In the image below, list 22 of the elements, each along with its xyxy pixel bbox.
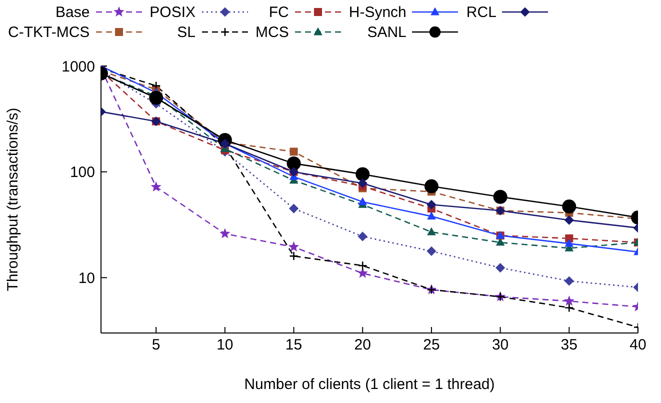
x-tick-label: 40 [630, 336, 646, 354]
x-tick-label: 25 [423, 336, 440, 354]
x-tick-label: 10 [216, 336, 234, 354]
legend-label: SANL [367, 24, 406, 40]
legend-label: H-Synch [348, 4, 406, 20]
legend-label: MCS [256, 24, 289, 40]
legend-label: SL [177, 24, 196, 40]
x-tick-label: 15 [285, 336, 302, 354]
legend-label: Base [55, 4, 90, 20]
x-tick-label: 35 [560, 336, 578, 354]
x-tick-label: 20 [354, 336, 371, 354]
y-tick-label: 10 [78, 270, 95, 287]
y-tick-label: 1000 [62, 58, 95, 76]
legend-label: C-TKT-MCS [8, 24, 90, 40]
legend-label: FC [268, 4, 289, 20]
x-axis-title: Number of clients (1 client = 1 thread) [244, 376, 495, 393]
x-tick-label: 30 [492, 336, 509, 354]
legend-label: RCL [466, 4, 496, 20]
y-axis-title: Throughput (transactions/s) [4, 108, 22, 292]
x-tick-label: 5 [152, 336, 160, 354]
y-tick-label: 100 [70, 164, 95, 182]
legend-label: POSIX [150, 4, 196, 20]
